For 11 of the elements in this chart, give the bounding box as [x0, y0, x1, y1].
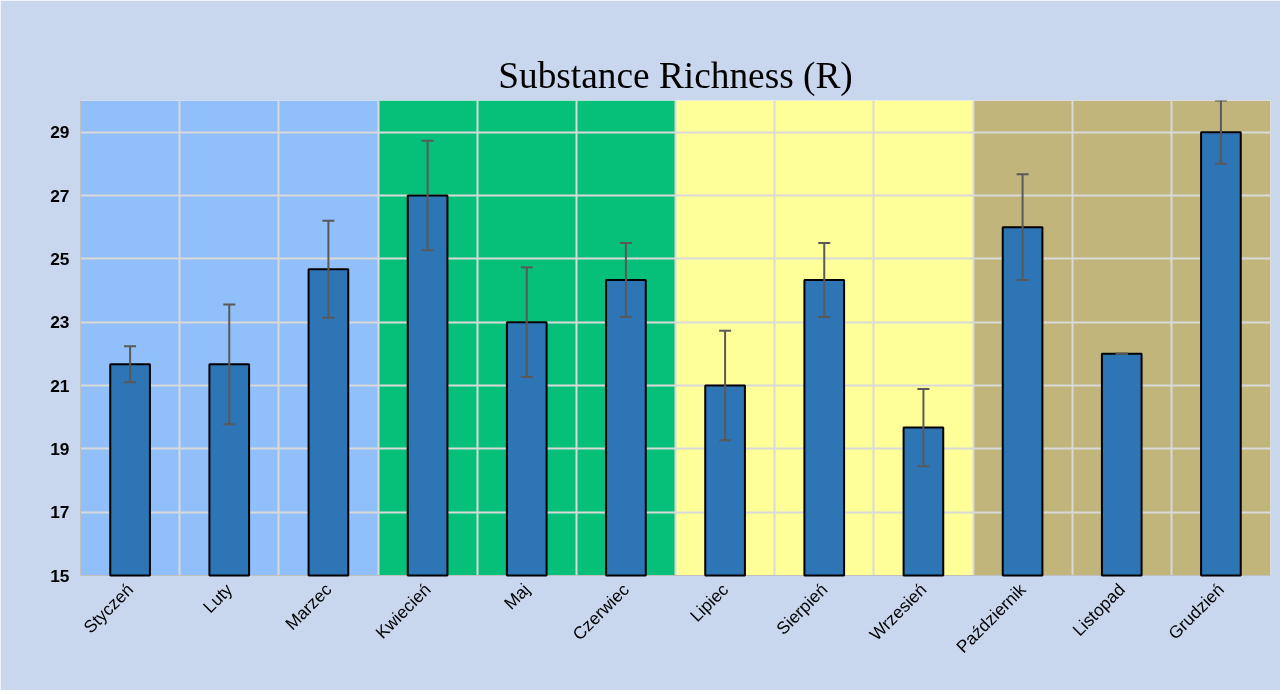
y-tick-label: 23 — [50, 312, 70, 333]
y-tick-label: 17 — [50, 502, 70, 523]
y-tick-label: 25 — [50, 248, 70, 269]
x-tick-label: Luty — [199, 579, 237, 617]
y-tick-label: 21 — [50, 375, 70, 396]
y-tick-label: 29 — [50, 122, 70, 143]
y-tick-label: 19 — [50, 438, 70, 459]
x-tick-label: Maj — [499, 579, 534, 614]
chart-title: Substance Richness (R) — [498, 54, 853, 97]
y-tick-label: 27 — [50, 185, 70, 206]
y-tick-label: 15 — [50, 565, 70, 586]
